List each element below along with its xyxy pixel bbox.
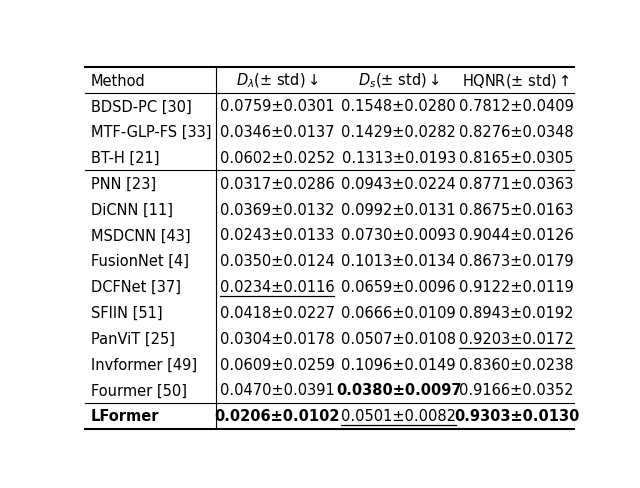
Text: 0.8673±0.0179: 0.8673±0.0179 [459,254,574,269]
Text: 0.0317±0.0286: 0.0317±0.0286 [220,177,335,191]
Text: 0.0346±0.0137: 0.0346±0.0137 [220,125,335,140]
Text: 0.9044±0.0126: 0.9044±0.0126 [459,228,574,243]
Text: 0.0730±0.0093: 0.0730±0.0093 [341,228,456,243]
Text: HQNR($\pm$ std)$\uparrow$: HQNR($\pm$ std)$\uparrow$ [462,72,571,90]
Text: 0.8943±0.0192: 0.8943±0.0192 [460,305,573,320]
Text: 0.1429±0.0282: 0.1429±0.0282 [341,125,456,140]
Text: PNN [23]: PNN [23] [91,177,156,191]
Text: 0.8360±0.0238: 0.8360±0.0238 [460,357,573,372]
Text: Method: Method [91,73,146,88]
Text: 0.8675±0.0163: 0.8675±0.0163 [460,202,573,217]
Text: 0.1013±0.0134: 0.1013±0.0134 [342,254,456,269]
Text: 0.0602±0.0252: 0.0602±0.0252 [220,151,335,165]
Text: 0.9166±0.0352: 0.9166±0.0352 [460,383,573,398]
Text: Fourmer [50]: Fourmer [50] [91,383,187,398]
Text: 0.9122±0.0119: 0.9122±0.0119 [459,280,574,294]
Text: 0.0369±0.0132: 0.0369±0.0132 [220,202,335,217]
Text: 0.0759±0.0301: 0.0759±0.0301 [220,99,335,114]
Text: 0.0501±0.0082: 0.0501±0.0082 [341,408,456,423]
Text: 0.0470±0.0391: 0.0470±0.0391 [220,383,335,398]
Text: $D_{\lambda}$($\pm$ std)$\downarrow$: $D_{\lambda}$($\pm$ std)$\downarrow$ [236,72,319,90]
Text: 0.0418±0.0227: 0.0418±0.0227 [220,305,335,320]
Text: SFIIN [51]: SFIIN [51] [91,305,163,320]
Text: 0.8165±0.0305: 0.8165±0.0305 [460,151,573,165]
Text: 0.0380±0.0097: 0.0380±0.0097 [336,383,461,398]
Text: 0.0507±0.0108: 0.0507±0.0108 [341,331,456,346]
Text: 0.0992±0.0131: 0.0992±0.0131 [341,202,456,217]
Text: 0.0666±0.0109: 0.0666±0.0109 [341,305,456,320]
Text: 0.8276±0.0348: 0.8276±0.0348 [459,125,574,140]
Text: 0.0943±0.0224: 0.0943±0.0224 [341,177,456,191]
Text: 0.1313±0.0193: 0.1313±0.0193 [342,151,456,165]
Text: 0.9203±0.0172: 0.9203±0.0172 [459,331,574,346]
Text: BT-H [21]: BT-H [21] [91,151,159,165]
Text: 0.0350±0.0124: 0.0350±0.0124 [220,254,335,269]
Text: 0.0206±0.0102: 0.0206±0.0102 [214,408,340,423]
Text: 0.7812±0.0409: 0.7812±0.0409 [459,99,574,114]
Text: 0.1548±0.0280: 0.1548±0.0280 [341,99,456,114]
Text: 0.8771±0.0363: 0.8771±0.0363 [460,177,573,191]
Text: LFormer: LFormer [91,408,159,423]
Text: $D_s$($\pm$ std)$\downarrow$: $D_s$($\pm$ std)$\downarrow$ [358,72,440,90]
Text: DiCNN [11]: DiCNN [11] [91,202,173,217]
Text: 0.0234±0.0116: 0.0234±0.0116 [220,280,335,294]
Text: MTF-GLP-FS [33]: MTF-GLP-FS [33] [91,125,211,140]
Text: 0.0659±0.0096: 0.0659±0.0096 [341,280,456,294]
Text: MSDCNN [43]: MSDCNN [43] [91,228,191,243]
Text: 0.9303±0.0130: 0.9303±0.0130 [454,408,579,423]
Text: 0.1096±0.0149: 0.1096±0.0149 [341,357,456,372]
Text: Invformer [49]: Invformer [49] [91,357,197,372]
Text: BDSD-PC [30]: BDSD-PC [30] [91,99,191,114]
Text: FusionNet [4]: FusionNet [4] [91,254,189,269]
Text: 0.0609±0.0259: 0.0609±0.0259 [220,357,335,372]
Text: 0.0243±0.0133: 0.0243±0.0133 [220,228,334,243]
Text: DCFNet [37]: DCFNet [37] [91,280,181,294]
Text: 0.0304±0.0178: 0.0304±0.0178 [220,331,335,346]
Text: PanViT [25]: PanViT [25] [91,331,175,346]
